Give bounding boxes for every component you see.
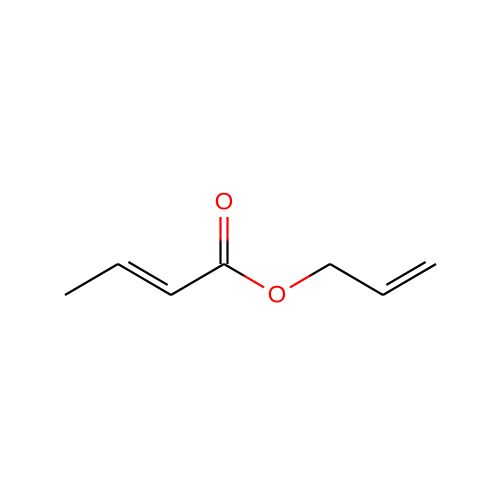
bonds-layer	[65, 217, 436, 295]
atom-labels-layer: OO	[215, 189, 287, 309]
atom-label-o6: O	[268, 282, 287, 309]
atom-label-o5: O	[215, 189, 234, 216]
molecule-diagram: OO	[0, 0, 500, 500]
